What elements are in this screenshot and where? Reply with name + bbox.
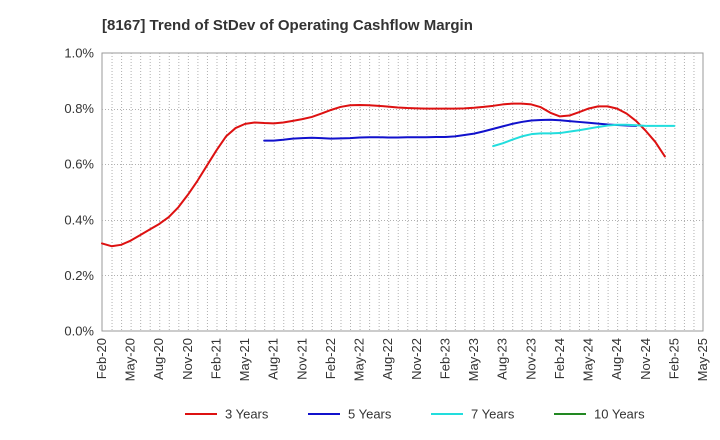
y-tick-label: 0.8% <box>64 101 94 116</box>
x-tick-label: May-20 <box>123 338 138 381</box>
series-line-7-years <box>492 123 676 148</box>
x-tick-label: May-23 <box>466 338 481 381</box>
x-tick-label: May-21 <box>237 338 252 381</box>
legend: 3 Years 5 Years 7 Years 10 Years <box>185 407 645 422</box>
grid-lines <box>101 52 704 332</box>
legend-label: 5 Years <box>348 407 392 422</box>
x-tick-label: Feb-21 <box>208 338 223 379</box>
x-tick-label: Feb-22 <box>323 338 338 379</box>
legend-label: 7 Years <box>471 407 515 422</box>
chart-title: [8167] Trend of StDev of Operating Cashf… <box>102 17 473 34</box>
x-tick-label: Nov-23 <box>523 338 538 380</box>
x-tick-label: Nov-24 <box>638 338 653 380</box>
y-tick-label: 0.6% <box>64 157 94 172</box>
x-tick-label: Aug-22 <box>380 338 395 380</box>
y-tick-label: 0.4% <box>64 212 94 227</box>
x-tick-label: Aug-20 <box>151 338 166 380</box>
legend-item: 7 Years <box>431 407 515 422</box>
x-tick-label: May-22 <box>352 338 367 381</box>
y-tick-label: 0.0% <box>64 324 94 339</box>
x-tick-label: Nov-21 <box>294 338 309 380</box>
legend-item: 3 Years <box>185 407 269 422</box>
y-axis-ticks: 0.0% 0.2% 0.4% 0.6% 0.8% 1.0% <box>64 46 94 339</box>
x-tick-label: Feb-20 <box>94 338 109 379</box>
x-tick-label: Feb-23 <box>437 338 452 379</box>
x-tick-label: Nov-22 <box>409 338 424 380</box>
x-tick-label: May-25 <box>695 338 710 381</box>
x-tick-label: Feb-24 <box>552 338 567 379</box>
x-axis-ticks: Feb-20 May-20 Aug-20 Nov-20 Feb-21 May-21 Aug-… <box>94 338 710 381</box>
legend-item: 5 Years <box>308 407 392 422</box>
x-tick-label: May-24 <box>581 338 596 381</box>
legend-label: 3 Years <box>225 407 269 422</box>
legend-item: 10 Years <box>554 407 645 422</box>
x-tick-label: Aug-24 <box>609 338 624 380</box>
series-line-5-years <box>263 118 638 142</box>
y-tick-label: 1.0% <box>64 46 94 61</box>
x-tick-label: Nov-20 <box>180 338 195 380</box>
plot-frame <box>101 52 704 332</box>
series-line-3-years <box>101 102 666 248</box>
x-tick-label: Feb-25 <box>666 338 681 379</box>
y-tick-label: 0.2% <box>64 268 94 283</box>
x-tick-label: Aug-21 <box>266 338 281 380</box>
x-tick-label: Aug-23 <box>495 338 510 380</box>
series-lines <box>101 102 676 248</box>
legend-label: 10 Years <box>594 407 645 422</box>
